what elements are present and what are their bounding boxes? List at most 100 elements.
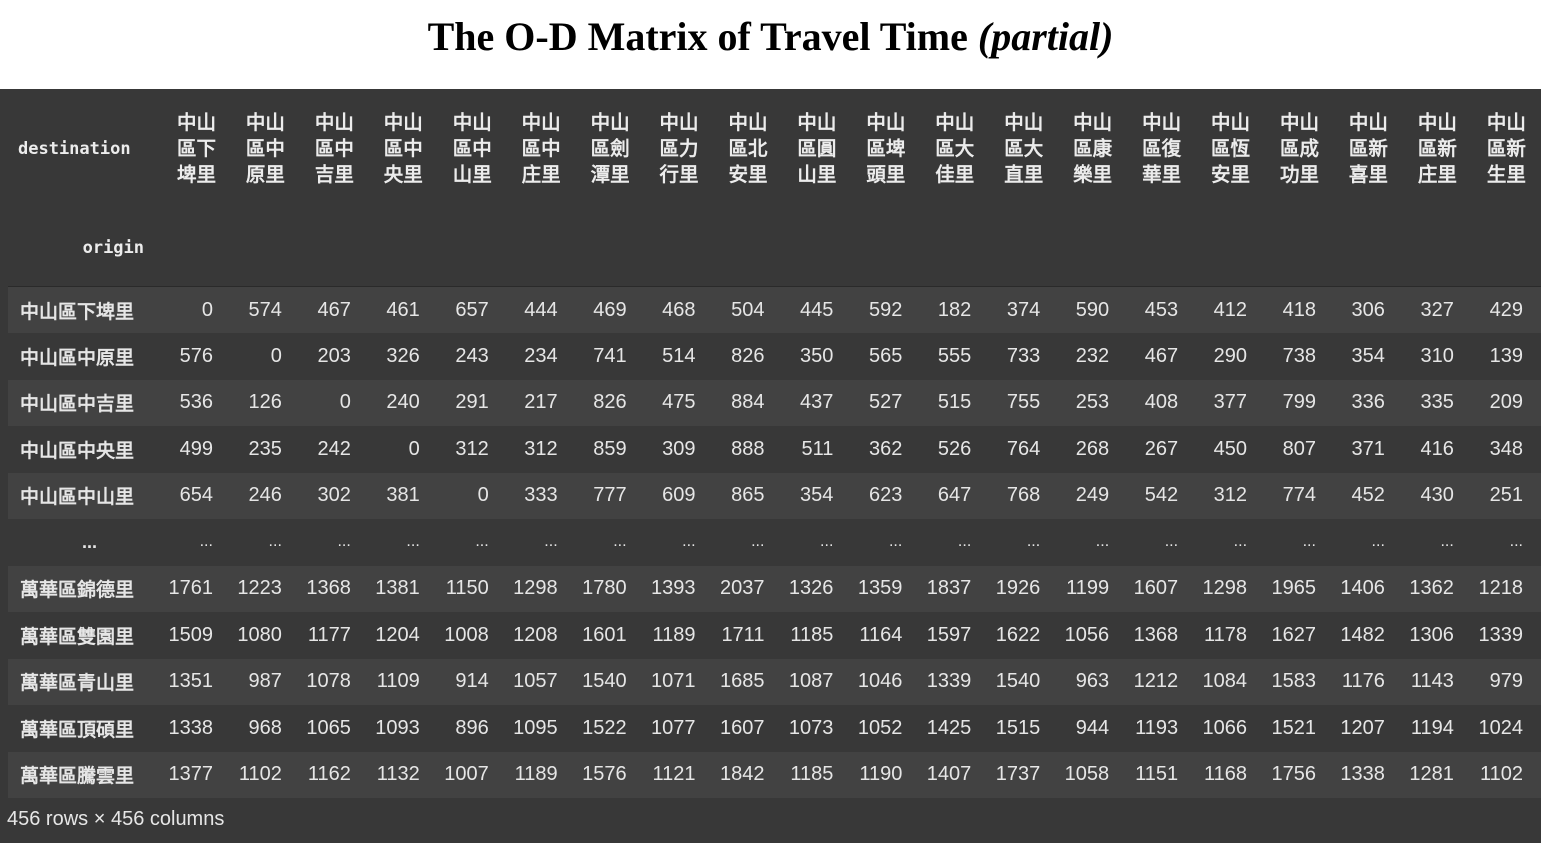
table-cell: 826 <box>593 391 627 414</box>
column-header: 中山區中央里 <box>369 89 438 209</box>
table-row: 中山區中吉里 536 126 0 240 291 217 826 475 884 437 527 515… <box>8 379 1541 426</box>
table-cell: 884 <box>731 391 765 414</box>
table-cell: 555 <box>937 344 972 367</box>
table-cell: 309 <box>662 437 696 460</box>
table-cell: 348 <box>1489 437 1523 460</box>
row-label: 萬華區頂碩里 <box>20 718 135 741</box>
table-cell: 1368 <box>306 577 351 600</box>
column-header-label: 中山區圓山里 <box>797 111 837 186</box>
blank-header-cell <box>438 209 507 287</box>
table-cell: 468 <box>662 298 696 321</box>
table-cell: 1162 <box>307 763 351 786</box>
table-cell: 1150 <box>445 577 489 600</box>
table-cell: 467 <box>317 298 351 321</box>
column-header-label: 中山區北安里 <box>728 111 768 186</box>
table-row: 中山區中山里 654 246 302 381 0 333 777 609 865 354 623 647… <box>8 472 1541 519</box>
column-header-label: 中山區中央里 <box>383 111 423 186</box>
table-cell: 232 <box>1075 344 1110 367</box>
table-cell: 654 <box>179 484 213 507</box>
column-header-label: 中山區大佳里 <box>935 111 975 186</box>
table-cell: 1102 <box>1479 763 1523 786</box>
table-cell: ... <box>682 533 696 551</box>
origin-label: origin <box>82 237 145 258</box>
table-cell: ... <box>1095 533 1110 551</box>
table-cell: 1056 <box>1064 623 1110 646</box>
table-cell: 0 <box>477 484 489 507</box>
od-matrix-table: destination 中山區下埤里 中山區中原里 中山區中吉里 中山區中央里 中山區中… <box>8 89 1541 798</box>
table-cell: 514 <box>662 344 696 367</box>
table-cell: 1780 <box>582 577 627 600</box>
table-cell: 408 <box>1144 391 1179 414</box>
column-header: 中山區圓山里 <box>782 89 851 209</box>
table-cell: 1189 <box>652 623 696 646</box>
table-cell: 249 <box>1075 484 1110 507</box>
table-cell: 1084 <box>1202 670 1248 693</box>
table-cell: 1926 <box>995 577 1041 600</box>
table-cell: 888 <box>731 437 765 460</box>
table-cell: 452 <box>1351 484 1385 507</box>
table-cell: 799 <box>1282 391 1316 414</box>
column-header-label: 中山區中庄里 <box>521 111 561 186</box>
column-header-label: 中山區中吉里 <box>314 111 354 186</box>
table-cell: 1627 <box>1271 623 1316 646</box>
table-cell: 576 <box>179 344 213 367</box>
table-cell: 807 <box>1282 437 1316 460</box>
table-cell: 335 <box>1420 391 1454 414</box>
table-cell: ... <box>751 533 765 551</box>
column-header: 中山區中庄里 <box>507 89 576 209</box>
table-cell: 1087 <box>788 670 834 693</box>
table-cell: ... <box>544 533 558 551</box>
table-cell: 306 <box>1351 298 1385 321</box>
ellipsis-row: ........................................… <box>8 519 1541 566</box>
blank-header-cell <box>1334 209 1403 287</box>
table-cell: 139 <box>1489 344 1523 367</box>
table-cell: 1338 <box>1340 763 1385 786</box>
table-cell: 738 <box>1282 344 1316 367</box>
table-cell: 1058 <box>1064 763 1110 786</box>
table-cell: 1208 <box>513 623 558 646</box>
row-label: 萬華區雙園里 <box>20 625 135 648</box>
table-cell: 1095 <box>513 716 558 739</box>
column-header-label: 中山區新生里 <box>1486 111 1526 186</box>
table-cell: 1607 <box>1133 577 1179 600</box>
column-header-label: 中山區埤頭里 <box>866 111 906 186</box>
table-cell: 251 <box>1489 484 1523 507</box>
table-cell: 437 <box>800 391 834 414</box>
table-cell: 1007 <box>444 763 489 786</box>
title-main: The O-D Matrix of Travel Time <box>427 14 978 59</box>
table-body: 中山區下埤里 0 574 467 461 657 444 469 468 504 445 592 182… <box>8 286 1541 798</box>
table-cell: 350 <box>800 344 834 367</box>
table-cell: 377 <box>1213 391 1248 414</box>
blank-header-cell <box>162 209 231 287</box>
table-cell: 1576 <box>582 763 627 786</box>
table-cell: 1522 <box>582 716 627 739</box>
table-cell: 371 <box>1351 437 1385 460</box>
table-cell: ... <box>613 533 627 551</box>
table-cell: 979 <box>1489 670 1523 693</box>
table-row: 萬華區騰雲里 1377 1102 1162 1132 1007 1189 1576 1121 18… <box>8 751 1541 798</box>
table-cell: 609 <box>662 484 696 507</box>
table-cell: 429 <box>1489 298 1523 321</box>
table-cell: 768 <box>1006 484 1041 507</box>
table-cell: 1406 <box>1340 577 1385 600</box>
table-cell: 430 <box>1420 484 1454 507</box>
table-cell: 755 <box>1006 391 1041 414</box>
table-cell: 1601 <box>582 623 627 646</box>
table-cell: 469 <box>593 298 627 321</box>
table-cell: ... <box>1026 533 1041 551</box>
table-cell: 290 <box>1213 344 1248 367</box>
table-cell: 1381 <box>375 577 420 600</box>
column-header-row: destination 中山區下埤里 中山區中原里 中山區中吉里 中山區中央里 中山區中… <box>8 89 1541 209</box>
table-cell: 444 <box>524 298 558 321</box>
table-cell: 1109 <box>376 670 420 693</box>
table-cell: 1737 <box>995 763 1041 786</box>
table-cell: 590 <box>1075 298 1110 321</box>
table-cell: 515 <box>937 391 972 414</box>
table-cell: 450 <box>1213 437 1248 460</box>
table-cell: 1223 <box>237 577 282 600</box>
table-row: 中山區中央里 499 235 242 0 312 312 859 309 888 511 362 526… <box>8 426 1541 473</box>
column-header-label: 中山區成功里 <box>1279 111 1319 186</box>
table-cell: ... <box>888 533 903 551</box>
table-cell: 312 <box>455 437 489 460</box>
blank-header-cell <box>989 209 1058 287</box>
